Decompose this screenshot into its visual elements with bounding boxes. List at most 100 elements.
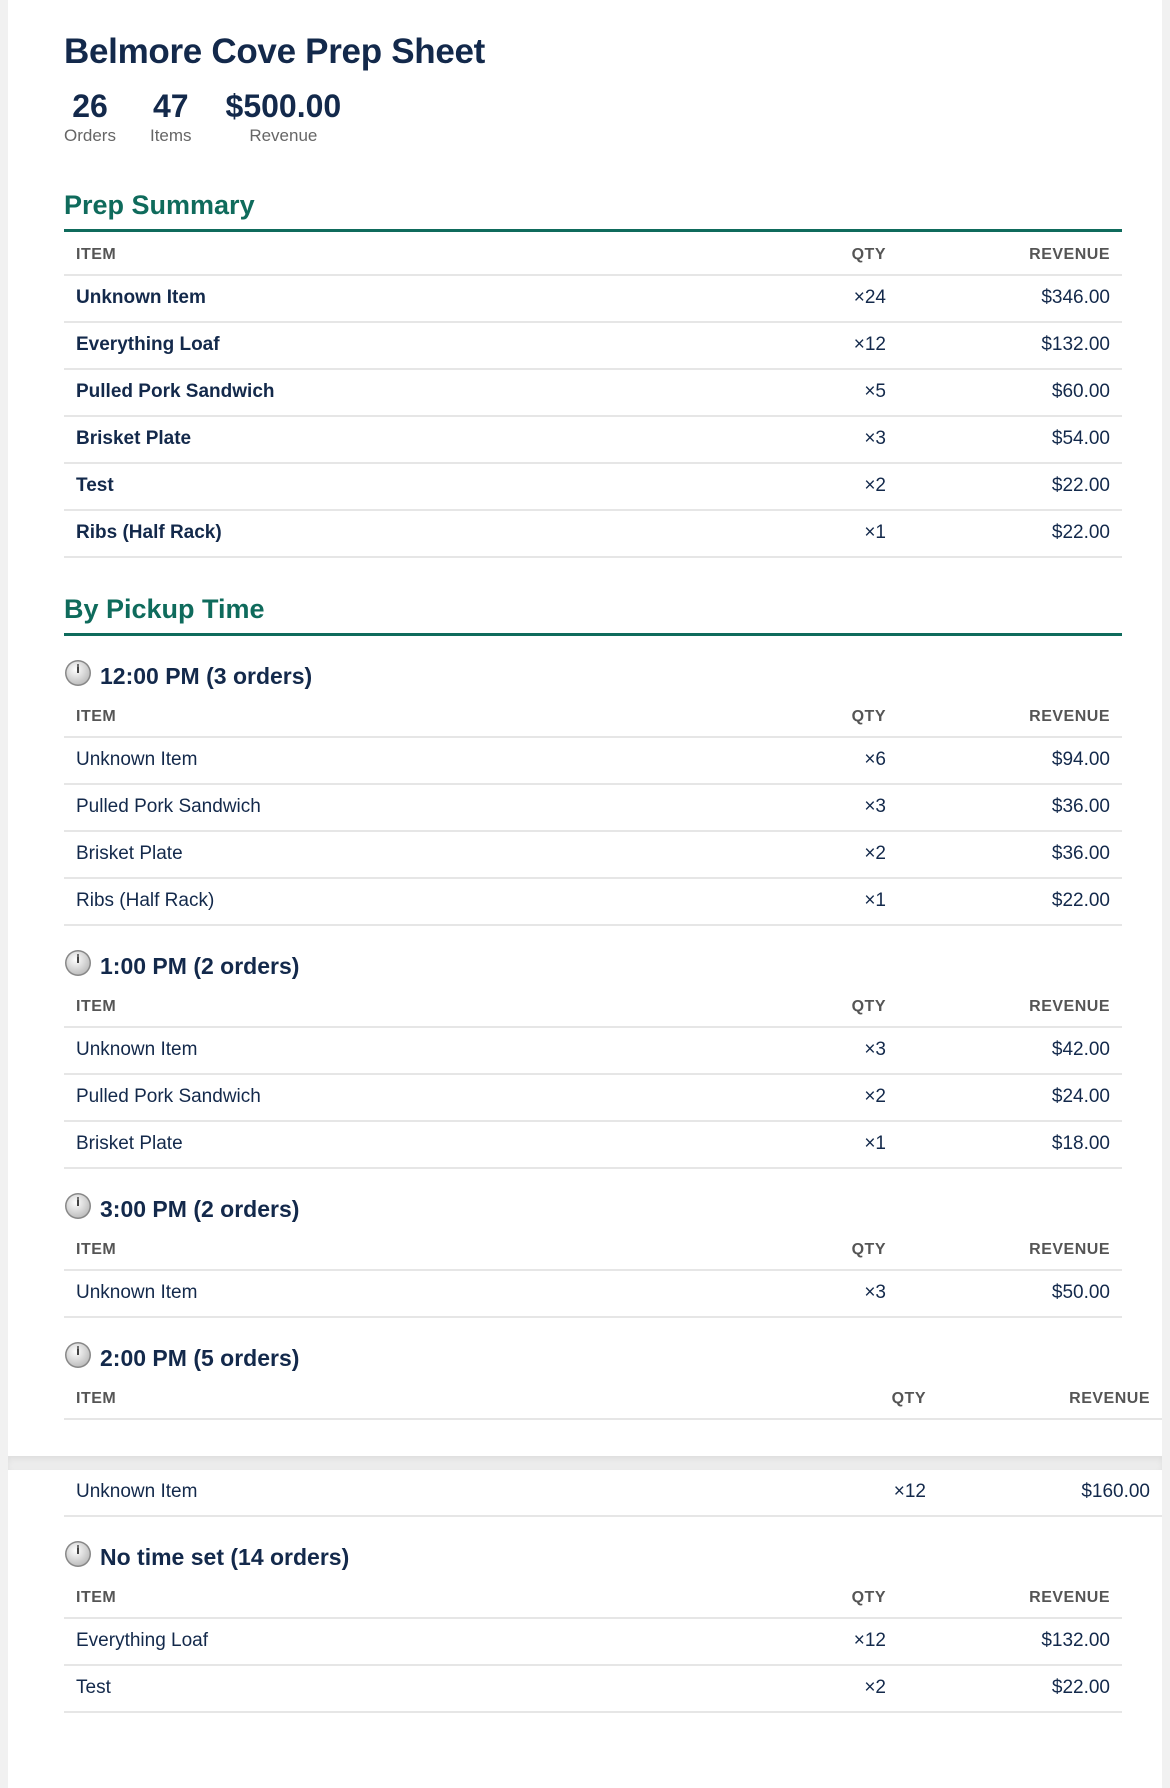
table-row: Unknown Item ×12 $160.00	[64, 1470, 1162, 1517]
table-row: Ribs (Half Rack) ×1 $22.00	[64, 510, 1122, 558]
item-qty: ×2	[718, 831, 898, 879]
column-header-item: ITEM	[64, 694, 718, 738]
table-row: Test ×2 $22.00	[64, 1665, 1122, 1713]
items-table: ITEM QTY REVENUE Unknown Item ×24 $346.0…	[64, 232, 1122, 558]
stat-label: Revenue	[249, 126, 318, 145]
item-qty: ×1	[728, 510, 898, 558]
table-row: Brisket Plate ×2 $36.00	[64, 831, 1122, 879]
item-name: Unknown Item	[64, 737, 718, 785]
item-name: Test	[64, 1665, 668, 1713]
prep-sheet-page: Belmore Cove Prep Sheet 26 Orders 47 Ite…	[8, 0, 1162, 1788]
item-revenue: $132.00	[898, 1618, 1122, 1666]
column-header-revenue: REVENUE	[898, 232, 1122, 276]
pickup-group-heading: 12:00 PM (3 orders)	[64, 658, 1122, 694]
table-header-row: ITEM QTY REVENUE	[64, 1227, 1122, 1271]
item-revenue: $160.00	[938, 1470, 1162, 1517]
column-header-revenue: REVENUE	[938, 1376, 1162, 1420]
item-qty: ×12	[668, 1618, 898, 1666]
item-qty: ×5	[728, 369, 898, 417]
item-name: Test	[64, 463, 728, 511]
table-row: Ribs (Half Rack) ×1 $22.00	[64, 878, 1122, 926]
column-header-qty: QTY	[668, 1575, 898, 1619]
table-header-row: ITEM QTY REVENUE	[64, 1575, 1122, 1619]
clock-icon	[64, 1540, 92, 1574]
items-table: ITEM QTY REVENUE Everything Loaf ×12 $13…	[64, 1575, 1122, 1713]
table-header-row: ITEM QTY REVENUE	[64, 232, 1122, 276]
stat-label: Items	[149, 126, 192, 145]
item-revenue: $36.00	[898, 784, 1122, 832]
item-name: Pulled Pork Sandwich	[64, 784, 718, 832]
items-table: ITEM QTY REVENUE Unknown Item ×3 $50.00	[64, 1227, 1122, 1318]
item-revenue: $50.00	[898, 1270, 1122, 1318]
item-qty: ×2	[668, 1665, 898, 1713]
item-qty: ×3	[718, 784, 898, 832]
column-header-item: ITEM	[64, 984, 718, 1028]
item-name: Brisket Plate	[64, 831, 718, 879]
column-header-qty: QTY	[718, 984, 898, 1028]
clock-icon	[64, 1341, 92, 1375]
column-header-qty: QTY	[658, 1227, 898, 1271]
page-title: Belmore Cove Prep Sheet	[64, 32, 486, 71]
table-row: Unknown Item ×3 $50.00	[64, 1270, 1122, 1318]
item-revenue: $22.00	[898, 1665, 1122, 1713]
item-name: Pulled Pork Sandwich	[64, 369, 728, 417]
item-revenue: $60.00	[898, 369, 1122, 417]
column-header-revenue: REVENUE	[898, 984, 1122, 1028]
item-revenue: $18.00	[898, 1121, 1122, 1169]
table-row: Unknown Item ×24 $346.00	[64, 275, 1122, 323]
item-qty: ×2	[728, 463, 898, 511]
table-row: Everything Loaf ×12 $132.00	[64, 322, 1122, 370]
item-revenue: $346.00	[898, 275, 1122, 323]
prep-summary-heading: Prep Summary	[64, 190, 1122, 232]
item-name: Ribs (Half Rack)	[64, 878, 718, 926]
pickup-group: 3:00 PM (2 orders) ITEM QTY REVENUE Unkn…	[64, 1191, 1122, 1318]
table-row: Pulled Pork Sandwich ×3 $36.00	[64, 784, 1122, 832]
item-name: Brisket Plate	[64, 1121, 718, 1169]
pickup-group: 1:00 PM (2 orders) ITEM QTY REVENUE Unkn…	[64, 948, 1122, 1169]
table-row: Brisket Plate ×3 $54.00	[64, 416, 1122, 464]
page-break	[8, 1419, 1162, 1470]
item-revenue: $22.00	[898, 878, 1122, 926]
pickup-group-label: 1:00 PM (2 orders)	[100, 952, 300, 979]
table-header-row: ITEM QTY REVENUE	[64, 1376, 1162, 1420]
item-revenue: $42.00	[898, 1027, 1122, 1075]
pickup-group: 12:00 PM (3 orders) ITEM QTY REVENUE Unk…	[64, 658, 1122, 926]
pickup-group-label: 3:00 PM (2 orders)	[100, 1195, 300, 1222]
column-header-item: ITEM	[64, 232, 728, 276]
table-row: Brisket Plate ×1 $18.00	[64, 1121, 1122, 1169]
item-name: Unknown Item	[64, 275, 728, 323]
table-row: Test ×2 $22.00	[64, 463, 1122, 511]
clock-icon	[64, 659, 92, 693]
item-revenue: $132.00	[898, 322, 1122, 370]
column-header-qty: QTY	[658, 1376, 938, 1420]
pickup-group-label: No time set (14 orders)	[100, 1543, 350, 1570]
item-name: Ribs (Half Rack)	[64, 510, 728, 558]
pickup-group: 2:00 PM (5 orders) ITEM QTY REVENUE Unkn…	[8, 1340, 1162, 1517]
stat-label: Orders	[64, 126, 116, 145]
pickup-group-label: 2:00 PM (5 orders)	[100, 1344, 300, 1371]
item-qty: ×12	[728, 322, 898, 370]
stat-items: 47 Items	[150, 86, 192, 146]
items-table: ITEM QTY REVENUE Unknown Item ×12 $160.0…	[8, 1376, 1162, 1517]
item-qty: ×1	[718, 878, 898, 926]
pickup-group-heading: 3:00 PM (2 orders)	[64, 1191, 1122, 1227]
table-row: Unknown Item ×6 $94.00	[64, 737, 1122, 785]
items-table: ITEM QTY REVENUE Unknown Item ×3 $42.00 …	[64, 984, 1122, 1169]
pickup-group: No time set (14 orders) ITEM QTY REVENUE…	[64, 1539, 1122, 1713]
stats-bar: 26 Orders 47 Items $500.00 Revenue	[64, 86, 341, 146]
item-name: Pulled Pork Sandwich	[64, 1074, 718, 1122]
column-header-revenue: REVENUE	[898, 1575, 1122, 1619]
item-qty: ×3	[728, 416, 898, 464]
item-qty: ×2	[718, 1074, 898, 1122]
pickup-time-heading: By Pickup Time	[64, 594, 1122, 636]
table-row: Unknown Item ×3 $42.00	[64, 1027, 1122, 1075]
item-qty: ×24	[728, 275, 898, 323]
stat-value: 47	[152, 88, 189, 124]
table-header-row: ITEM QTY REVENUE	[64, 984, 1122, 1028]
pickup-group-label: 12:00 PM (3 orders)	[100, 662, 313, 689]
table-header-row: ITEM QTY REVENUE	[64, 694, 1122, 738]
column-header-item: ITEM	[64, 1376, 658, 1420]
item-name: Unknown Item	[64, 1270, 658, 1318]
items-table: ITEM QTY REVENUE Unknown Item ×6 $94.00 …	[64, 694, 1122, 926]
column-header-qty: QTY	[718, 694, 898, 738]
